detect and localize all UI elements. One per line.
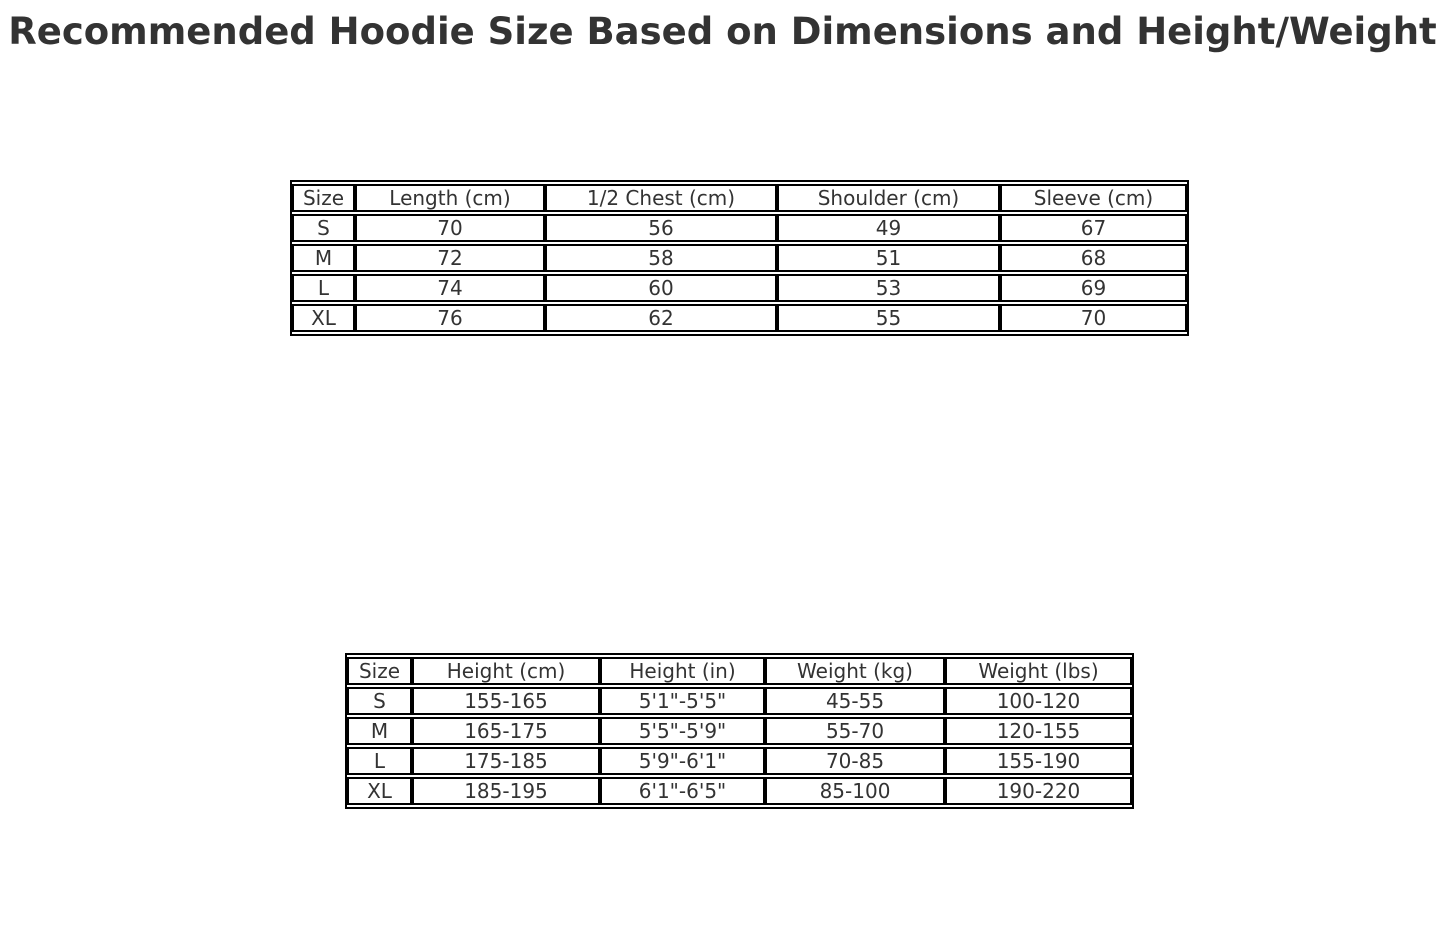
table-cell: 51 bbox=[777, 244, 1000, 272]
table-cell: 76 bbox=[355, 304, 545, 332]
table-cell: 70-85 bbox=[765, 747, 945, 775]
column-header: Weight (lbs) bbox=[945, 657, 1132, 685]
size-cell: XL bbox=[347, 777, 412, 805]
table-cell: 5'1"-5'5" bbox=[600, 687, 765, 715]
table-cell: 74 bbox=[355, 274, 545, 302]
table-cell: 68 bbox=[1000, 244, 1187, 272]
table-cell: 120-155 bbox=[945, 717, 1132, 745]
size-cell: M bbox=[347, 717, 412, 745]
table-row: L 175-185 5'9"-6'1" 70-85 155-190 bbox=[347, 747, 1132, 775]
table-cell: 60 bbox=[545, 274, 777, 302]
table-cell: 70 bbox=[1000, 304, 1187, 332]
column-header: Length (cm) bbox=[355, 184, 545, 212]
table-cell: 67 bbox=[1000, 214, 1187, 242]
size-cell: M bbox=[292, 244, 355, 272]
size-cell: L bbox=[292, 274, 355, 302]
table-cell: 72 bbox=[355, 244, 545, 272]
column-header: Sleeve (cm) bbox=[1000, 184, 1187, 212]
column-header: Weight (kg) bbox=[765, 657, 945, 685]
table-row: L 74 60 53 69 bbox=[292, 274, 1187, 302]
table-row: S 155-165 5'1"-5'5" 45-55 100-120 bbox=[347, 687, 1132, 715]
height-weight-table: Size Height (cm) Height (in) Weight (kg) Wei… bbox=[345, 653, 1134, 809]
size-cell: S bbox=[347, 687, 412, 715]
header-row: Size Length (cm) 1/2 Chest (cm) Shoulder (c… bbox=[292, 184, 1187, 212]
table-cell: 55 bbox=[777, 304, 1000, 332]
table-cell: 53 bbox=[777, 274, 1000, 302]
column-header: Height (cm) bbox=[412, 657, 600, 685]
column-header: Size bbox=[347, 657, 412, 685]
size-cell: L bbox=[347, 747, 412, 775]
column-header: Shoulder (cm) bbox=[777, 184, 1000, 212]
table-cell: 62 bbox=[545, 304, 777, 332]
size-cell: S bbox=[292, 214, 355, 242]
table-cell: 70 bbox=[355, 214, 545, 242]
figure-title: Recommended Hoodie Size Based on Dimensi… bbox=[8, 10, 1437, 53]
table-cell: 55-70 bbox=[765, 717, 945, 745]
size-cell: XL bbox=[292, 304, 355, 332]
column-header: Size bbox=[292, 184, 355, 212]
table-cell: 45-55 bbox=[765, 687, 945, 715]
table-cell: 49 bbox=[777, 214, 1000, 242]
table-cell: 100-120 bbox=[945, 687, 1132, 715]
table-cell: 165-175 bbox=[412, 717, 600, 745]
table-cell: 190-220 bbox=[945, 777, 1132, 805]
table-cell: 85-100 bbox=[765, 777, 945, 805]
table-cell: 56 bbox=[545, 214, 777, 242]
table-row: M 165-175 5'5"-5'9" 55-70 120-155 bbox=[347, 717, 1132, 745]
table-cell: 5'9"-6'1" bbox=[600, 747, 765, 775]
column-header: Height (in) bbox=[600, 657, 765, 685]
dimensions-table: Size Length (cm) 1/2 Chest (cm) Shoulder (c… bbox=[290, 180, 1189, 336]
table-row: XL 185-195 6'1"-6'5" 85-100 190-220 bbox=[347, 777, 1132, 805]
column-header: 1/2 Chest (cm) bbox=[545, 184, 777, 212]
table-cell: 155-165 bbox=[412, 687, 600, 715]
table-cell: 155-190 bbox=[945, 747, 1132, 775]
table-cell: 175-185 bbox=[412, 747, 600, 775]
table-row: S 70 56 49 67 bbox=[292, 214, 1187, 242]
table-row: XL 76 62 55 70 bbox=[292, 304, 1187, 332]
table-cell: 185-195 bbox=[412, 777, 600, 805]
table-cell: 69 bbox=[1000, 274, 1187, 302]
table-cell: 5'5"-5'9" bbox=[600, 717, 765, 745]
table-row: M 72 58 51 68 bbox=[292, 244, 1187, 272]
table-cell: 6'1"-6'5" bbox=[600, 777, 765, 805]
table-cell: 58 bbox=[545, 244, 777, 272]
header-row: Size Height (cm) Height (in) Weight (kg) Wei… bbox=[347, 657, 1132, 685]
